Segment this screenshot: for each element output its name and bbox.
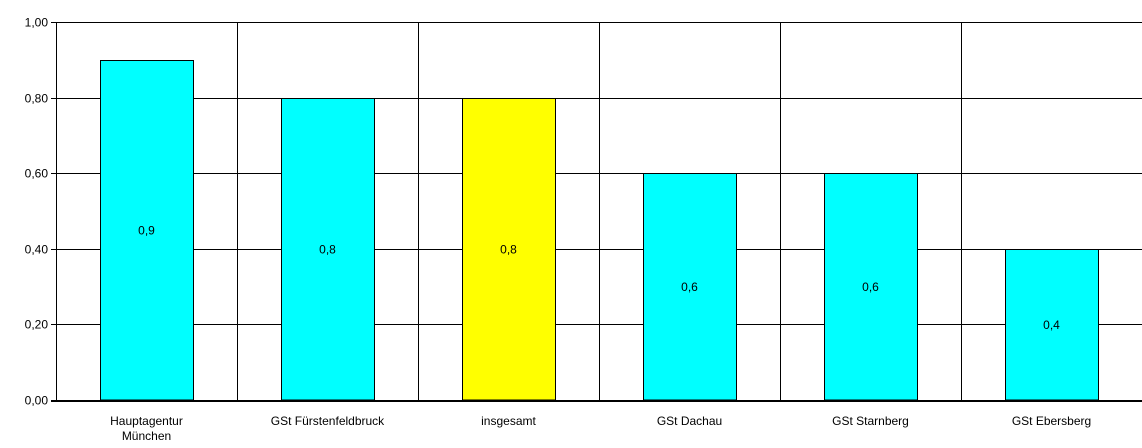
bar xyxy=(643,173,737,401)
category-label: München xyxy=(122,429,171,443)
axes xyxy=(51,22,1142,402)
bars xyxy=(100,60,1099,401)
data-label: 0,8 xyxy=(319,242,336,256)
bar xyxy=(281,98,375,401)
bar xyxy=(462,98,556,401)
data-label: 0,8 xyxy=(500,242,517,256)
category-label: GSt Fürstenfeldbruck xyxy=(271,414,385,428)
y-tick-label: 0,00 xyxy=(25,394,49,408)
category-label: insgesamt xyxy=(481,414,536,428)
data-label: 0,6 xyxy=(862,280,879,294)
category-label: GSt Starnberg xyxy=(832,414,909,428)
y-tick-label: 0,80 xyxy=(25,92,49,106)
data-label: 0,4 xyxy=(1043,318,1060,332)
bar xyxy=(824,173,918,401)
data-label: 0,6 xyxy=(681,280,698,294)
grid-lines xyxy=(56,22,1142,401)
labels: 0,00 0,20 0,40 0,60 0,80 1,00 0,9 HauptagenturM… xyxy=(25,16,1092,444)
y-tick-label: 0,40 xyxy=(25,243,49,257)
category-label: Hauptagentur xyxy=(110,414,183,428)
category-label: GSt Ebersberg xyxy=(1012,414,1091,428)
category-label: GSt Dachau xyxy=(657,414,722,428)
bar xyxy=(1005,249,1099,401)
y-tick-label: 0,60 xyxy=(25,167,49,181)
data-label: 0,9 xyxy=(138,223,155,237)
y-tick-label: 0,20 xyxy=(25,318,49,332)
bar xyxy=(100,60,194,401)
y-tick-label: 1,00 xyxy=(25,16,49,30)
